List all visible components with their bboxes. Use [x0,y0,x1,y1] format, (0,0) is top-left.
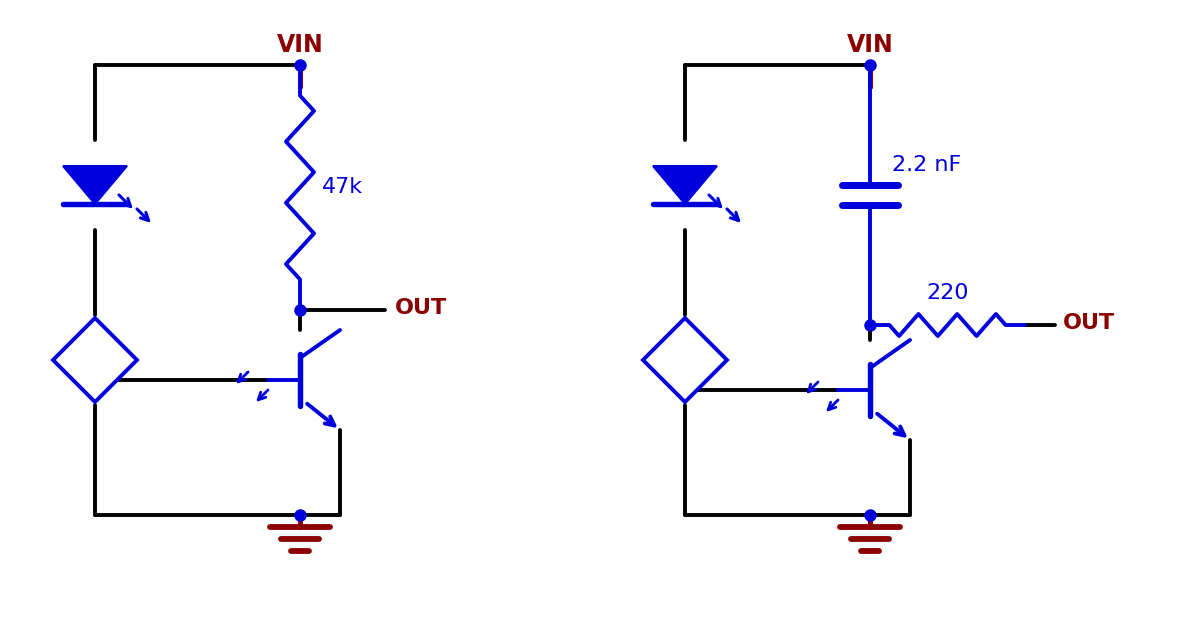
Polygon shape [64,166,127,204]
Text: 47k: 47k [322,177,364,197]
Text: 2.2 nF: 2.2 nF [892,155,961,175]
Text: 220: 220 [926,283,970,303]
Text: VIN: VIN [847,33,893,57]
Polygon shape [643,318,727,402]
Polygon shape [653,166,718,204]
Text: VIN: VIN [277,33,323,57]
Text: OUT: OUT [1063,313,1115,333]
Polygon shape [53,318,137,402]
Text: OUT: OUT [395,298,448,318]
